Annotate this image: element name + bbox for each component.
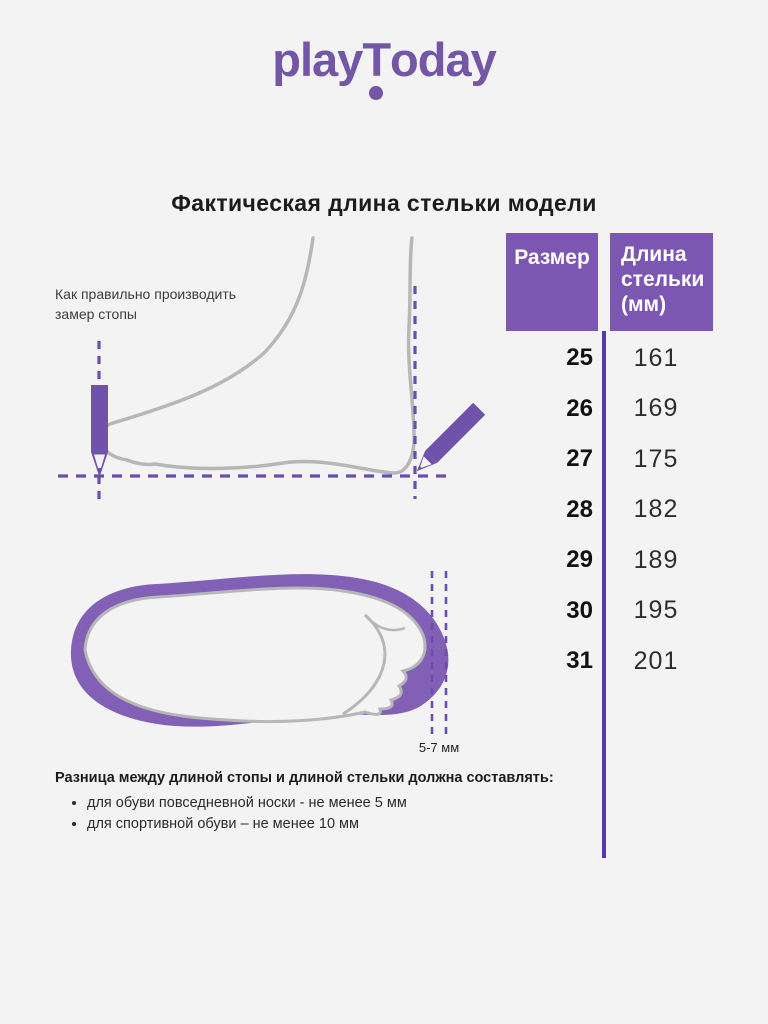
footer-bullet: для обуви повседневной носки - не менее … (87, 793, 615, 814)
length-cell: 169 (633, 394, 679, 423)
table-row: 25 161 (0, 333, 768, 384)
foot-outline (98, 236, 416, 475)
table-column-divider (602, 331, 606, 858)
footer-bullet-list: для обуви повседневной носки - не менее … (55, 793, 615, 835)
length-cell: 161 (633, 343, 679, 372)
footer-heading: Разница между длиной стопы и длиной стел… (55, 770, 554, 786)
pencil-right-icon (417, 402, 486, 471)
length-cell: 195 (633, 596, 679, 625)
logo-letter-t: T (362, 36, 391, 100)
size-table-rows: 25 161 26 169 27 175 28 182 29 189 30 19… (0, 333, 768, 687)
foot-measurement-diagram (58, 236, 486, 503)
logo-dot-icon (369, 86, 384, 100)
gap-label: 5-7 мм (419, 740, 459, 755)
size-cell: 31 (566, 647, 593, 675)
logo-text-post: oday (390, 33, 497, 86)
size-cell: 30 (566, 596, 593, 624)
page-title: Фактическая длина стельки модели (171, 190, 597, 216)
length-cell: 175 (633, 444, 679, 473)
brand-logo: playT oday (0, 33, 768, 100)
table-header-length: Длина стельки (мм) (610, 233, 713, 331)
measure-caption: Как правильно производить замер стопы (55, 286, 237, 322)
footprint-shape (83, 586, 427, 724)
toe-separation-line (364, 614, 406, 632)
pencil-left-icon (91, 385, 108, 477)
size-cell: 29 (566, 546, 593, 574)
size-cell: 25 (566, 344, 593, 372)
table-row: 27 175 (0, 434, 768, 485)
logo-text-pre: play (272, 33, 363, 86)
table-row: 30 195 (0, 586, 768, 637)
table-row: 26 169 (0, 384, 768, 435)
length-cell: 182 (633, 495, 679, 524)
size-cell: 26 (566, 394, 593, 422)
size-cell: 28 (566, 495, 593, 523)
table-header-size: Размер (506, 233, 598, 331)
length-cell: 201 (633, 646, 679, 675)
footer-bullet: для спортивной обуви – не менее 10 мм (87, 814, 615, 835)
table-row: 28 182 (0, 485, 768, 536)
table-row: 29 189 (0, 535, 768, 586)
footer-notes: Разница между длиной стопы и длиной стел… (55, 770, 615, 835)
size-cell: 27 (566, 445, 593, 473)
length-cell: 189 (633, 545, 679, 574)
insole-diagram: 5-7 мм (70, 571, 459, 755)
table-row: 31 201 (0, 636, 768, 687)
